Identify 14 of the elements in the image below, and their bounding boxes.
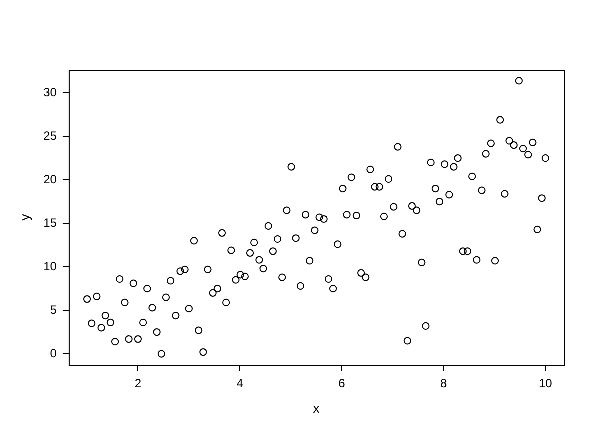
x-tick-label: 4 (236, 376, 244, 391)
x-tick-label: 8 (440, 376, 448, 391)
y-tick-label: 15 (44, 216, 58, 230)
x-axis-title: x (313, 400, 320, 416)
x-tick-label: 2 (134, 376, 142, 391)
x-tick-label: 10 (538, 376, 553, 391)
y-tick-label: 0 (50, 346, 58, 360)
y-tick-label: 10 (44, 259, 58, 274)
x-tick-label: 6 (338, 376, 346, 391)
y-tick-label: 20 (44, 172, 58, 186)
y-tick-label: 5 (50, 302, 58, 317)
y-axis-title: y (17, 214, 32, 221)
y-tick-label: 25 (44, 128, 58, 143)
y-tick-label: 30 (44, 85, 58, 100)
